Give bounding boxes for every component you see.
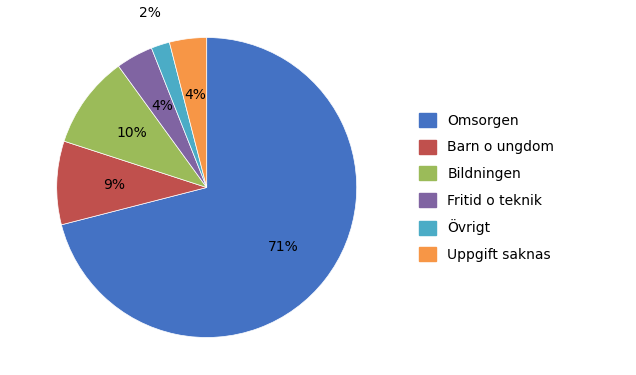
Wedge shape: [62, 38, 357, 338]
Wedge shape: [118, 48, 207, 188]
Wedge shape: [151, 42, 207, 188]
Text: 71%: 71%: [268, 240, 299, 254]
Legend: Omsorgen, Barn o ungdom, Bildningen, Fritid o teknik, Övrigt, Uppgift saknas: Omsorgen, Barn o ungdom, Bildningen, Fri…: [419, 113, 554, 262]
Text: 2%: 2%: [139, 6, 161, 21]
Text: 4%: 4%: [151, 99, 173, 113]
Wedge shape: [57, 141, 207, 225]
Text: 4%: 4%: [184, 88, 206, 102]
Wedge shape: [169, 38, 207, 188]
Text: 9%: 9%: [103, 178, 125, 192]
Wedge shape: [64, 66, 207, 188]
Text: 10%: 10%: [116, 126, 147, 140]
